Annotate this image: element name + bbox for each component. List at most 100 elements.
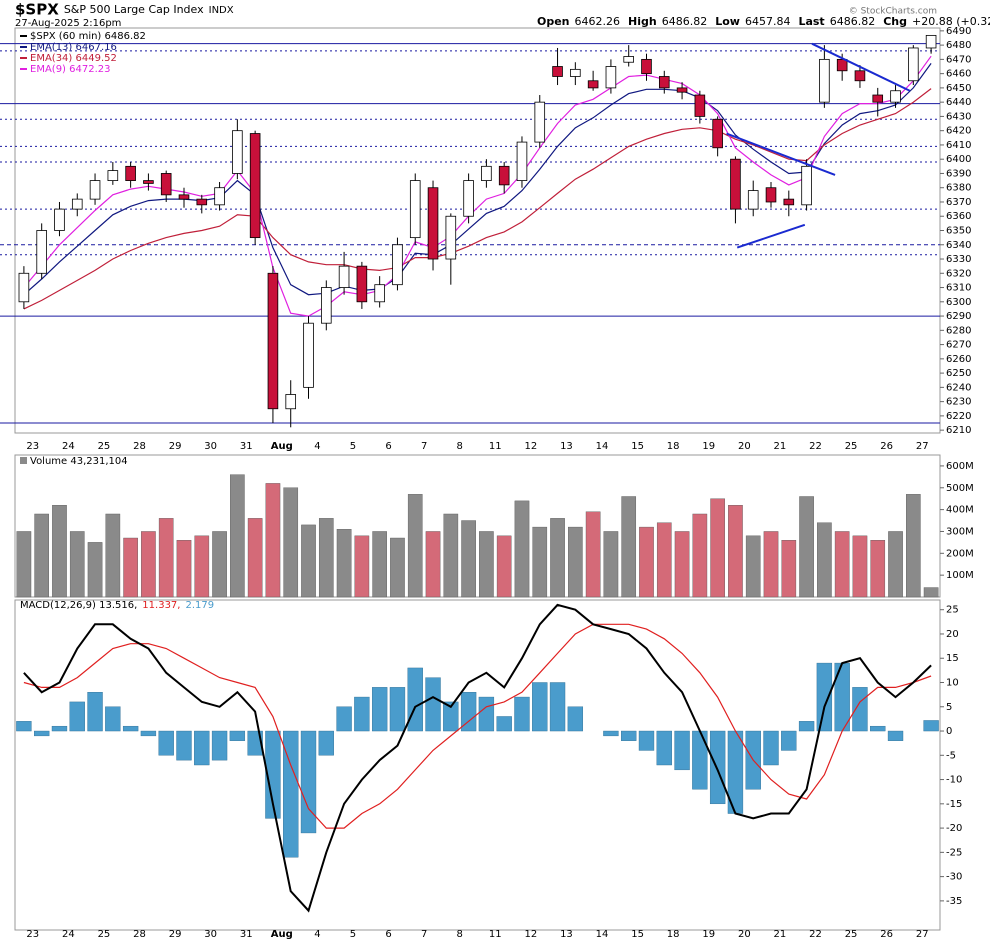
y-tick-label: 6380: [946, 183, 971, 194]
histogram-bar: [158, 730, 174, 756]
volume-bar: [336, 529, 352, 598]
histogram-bar: [638, 730, 655, 751]
y-tick-label: 400M: [946, 505, 974, 516]
y-tick-label: 500M: [946, 483, 974, 494]
histogram-bar: [656, 730, 672, 766]
candle-body: [481, 165, 492, 181]
x-tick-label: 18: [667, 441, 680, 452]
y-tick-label: 25: [946, 605, 959, 616]
candle-body: [570, 68, 581, 77]
x-tick-label: 22: [809, 441, 822, 452]
y-tick-label: 6480: [946, 40, 971, 51]
quote-value: 6462.26: [575, 15, 621, 28]
legend-label: $SPX (60 min) 6486.82: [30, 31, 146, 42]
x-tick-label: 18: [667, 929, 680, 940]
histogram-bar: [229, 730, 246, 741]
volume-bar: [141, 531, 156, 598]
candle-body: [71, 198, 83, 210]
volume-bar: [870, 540, 886, 598]
y-tick-label: 6450: [946, 83, 971, 94]
copyright: © StockCharts.com: [849, 7, 937, 17]
histogram-bar: [781, 730, 797, 751]
histogram-bar: [16, 721, 32, 732]
volume-bar: [550, 518, 565, 598]
y-tick-label: 6400: [946, 154, 971, 165]
candle-body: [178, 194, 190, 200]
x-tick-label: 14: [596, 441, 609, 452]
legend-label: 11.337,: [142, 600, 180, 611]
candle-body: [890, 90, 901, 103]
histogram-bar: [194, 730, 210, 766]
x-tick-label: 14: [596, 929, 609, 940]
volume-bar: [728, 505, 743, 598]
histogram-bar: [870, 725, 886, 732]
volume-bar: [87, 542, 103, 598]
x-tick-label: 8: [457, 929, 463, 940]
x-tick-label: 15: [631, 441, 644, 452]
x-tick-label: 7: [421, 441, 427, 452]
histogram-bar: [834, 662, 850, 732]
candle-body: [836, 58, 848, 72]
x-tick-label: 8: [457, 441, 463, 452]
x-tick-label: 6: [385, 929, 391, 940]
line: [23, 603, 932, 913]
volume-bar: [123, 537, 138, 598]
histogram-bar: [532, 682, 548, 732]
y-tick-label: 6470: [946, 54, 971, 65]
legend-label: MACD(12,26,9) 13.516,: [20, 600, 137, 611]
volume-bar: [52, 505, 67, 598]
candle-body: [463, 180, 474, 217]
histogram-bar: [105, 706, 121, 732]
y-tick-label: 5: [946, 702, 952, 713]
x-tick-label: 5: [350, 929, 356, 940]
volume-bar: [799, 496, 814, 598]
candle-body: [392, 244, 403, 286]
histogram-bar: [514, 696, 530, 732]
volume-bar: [745, 535, 761, 598]
trend-line: [811, 42, 911, 92]
volume-bar: [568, 526, 583, 598]
y-tick-label: 6490: [946, 26, 971, 37]
x-tick-label: 28: [133, 929, 146, 940]
y-tick-label: -35: [946, 896, 962, 907]
volume-bar: [888, 531, 903, 598]
x-tick-label: 26: [880, 441, 893, 452]
x-tick-label: 19: [702, 929, 715, 940]
volume-bar: [656, 522, 672, 598]
histogram-bar: [496, 716, 512, 732]
candle-body: [801, 165, 812, 206]
index-name: S&P 500 Large Cap Index: [64, 3, 204, 16]
y-tick-label: 6310: [946, 283, 971, 294]
x-tick-label: 23: [26, 929, 39, 940]
x-tick-label: Aug: [271, 929, 293, 940]
line: [23, 88, 932, 310]
histogram-bar: [709, 730, 726, 805]
x-tick-label: 28: [133, 441, 146, 452]
histogram-bar: [34, 730, 50, 737]
histogram-bar: [887, 730, 904, 741]
x-tick-label: 19: [702, 441, 715, 452]
histogram-bar: [69, 701, 85, 732]
volume-bar: [585, 511, 601, 598]
volume-bar: [834, 531, 850, 598]
histogram-bar: [389, 687, 406, 732]
trend-line: [726, 132, 836, 176]
candle-body: [249, 133, 261, 239]
x-tick-label: 24: [62, 929, 75, 940]
x-tick-label: 12: [524, 929, 537, 940]
candle-body: [160, 173, 172, 196]
candle-body: [427, 187, 439, 260]
candle-body: [356, 265, 368, 303]
volume-bar: [479, 531, 494, 598]
y-tick-label: 300M: [946, 526, 974, 537]
histogram-bar: [51, 725, 68, 732]
volume-bar: [763, 531, 779, 598]
volume-bar: [230, 474, 245, 598]
volume-bar: [158, 518, 174, 598]
y-tick-label: 6360: [946, 211, 971, 222]
candle-body: [854, 70, 866, 82]
histogram-bar: [140, 730, 157, 737]
x-tick-label: 25: [98, 441, 111, 452]
candle-body: [374, 284, 385, 303]
x-tick-label: 5: [350, 441, 356, 452]
